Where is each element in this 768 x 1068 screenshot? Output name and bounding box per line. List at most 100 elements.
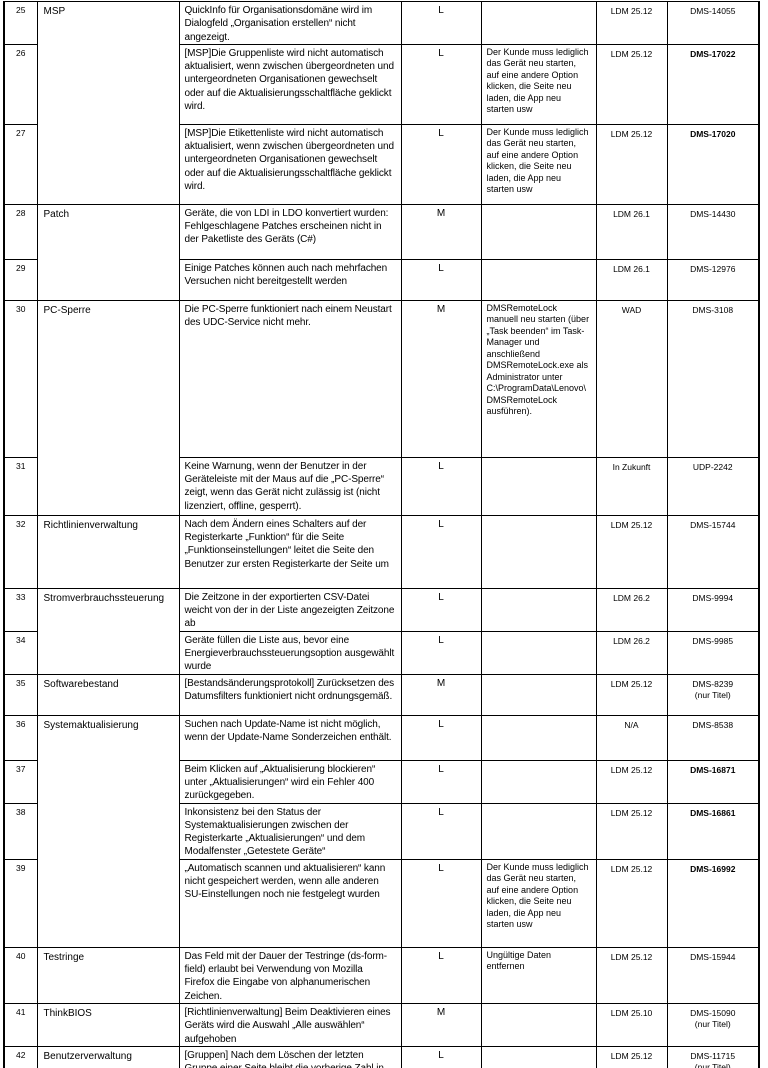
severity-cell: L bbox=[400, 456, 482, 516]
version-cell: LDM 26.2 bbox=[595, 630, 668, 675]
description-cell: Keine Warnung, wenn der Benutzer in der … bbox=[178, 456, 402, 516]
issue-id-cell: UDP-2242 bbox=[666, 456, 760, 516]
severity-cell: M bbox=[400, 299, 482, 458]
version-cell: In Zukunft bbox=[595, 456, 668, 516]
table-row: 38 Inkonsistenz bei den Status der System… bbox=[3, 802, 760, 860]
category-cell: ThinkBIOS bbox=[36, 1002, 180, 1047]
workaround-cell bbox=[480, 514, 597, 589]
issue-id-cell: DMS-8239 (nur Titel) bbox=[666, 673, 760, 716]
issue-id: DMS-15090 bbox=[690, 1007, 736, 1018]
category-cell: MSP bbox=[36, 1, 180, 205]
issue-id-cell: DMS-15944 bbox=[666, 946, 760, 1004]
row-number-cell: 36 bbox=[3, 714, 38, 761]
issue-id: DMS-8239 bbox=[692, 678, 734, 689]
issue-id-cell: DMS-9994 bbox=[666, 587, 760, 632]
issue-id: DMS-3108 bbox=[692, 304, 734, 315]
row-number-cell: 41 bbox=[3, 1002, 38, 1047]
workaround-cell: Der Kunde muss lediglich das Gerät neu s… bbox=[480, 123, 597, 205]
version-cell: N/A bbox=[595, 714, 668, 761]
issue-id-cell: DMS-16992 bbox=[666, 858, 760, 948]
version-cell: LDM 25.12 bbox=[595, 673, 668, 716]
issue-id: UDP-2242 bbox=[692, 461, 733, 472]
workaround-cell bbox=[480, 802, 597, 860]
row-number-cell: 38 bbox=[3, 802, 38, 860]
severity-cell: L bbox=[400, 630, 482, 675]
version-cell: LDM 26.2 bbox=[595, 587, 668, 632]
severity-cell: M bbox=[400, 673, 482, 716]
version-cell: LDM 25.10 bbox=[595, 1002, 668, 1047]
version-cell: LDM 25.12 bbox=[595, 514, 668, 589]
description-cell: Geräte füllen die Liste aus, bevor eine … bbox=[178, 630, 402, 675]
issue-id-note: (nur Titel) bbox=[694, 1018, 731, 1029]
workaround-cell bbox=[480, 456, 597, 516]
severity-cell: M bbox=[400, 1002, 482, 1047]
issue-id-cell: DMS-9985 bbox=[666, 630, 760, 675]
issue-id: DMS-8538 bbox=[692, 719, 734, 730]
row-number-cell: 37 bbox=[3, 759, 38, 804]
table-row: 40 Testringe Das Feld mit der Dauer der Te… bbox=[3, 946, 760, 1004]
row-number-cell: 33 bbox=[3, 587, 38, 632]
row-number-cell: 39 bbox=[3, 858, 38, 948]
issue-id: DMS-11715 bbox=[690, 1050, 736, 1061]
workaround-cell: DMSRemoteLock manuell neu starten (über … bbox=[480, 299, 597, 458]
issue-id-cell: DMS-11715 (nur Titel) bbox=[666, 1045, 760, 1068]
table-row: 28 Patch Geräte, die von LDI in LDO konver… bbox=[3, 203, 760, 301]
issue-id: DMS-17022 bbox=[690, 48, 736, 59]
workaround-cell bbox=[480, 1002, 597, 1047]
table-row: 31 Keine Warnung, wenn der Benutzer in de… bbox=[3, 456, 760, 516]
row-number-cell: 27 bbox=[3, 123, 38, 205]
description-cell: Einige Patches können auch nach mehrfach… bbox=[178, 258, 402, 301]
issue-id: DMS-16871 bbox=[690, 764, 736, 775]
table-row: 42 Benutzerverwaltung [Gruppen] Nach dem L… bbox=[3, 1045, 760, 1068]
table-row: 27 [MSP]Die Etikettenliste wird nicht aut… bbox=[3, 123, 760, 205]
known-issues-table: 25 MSP QuickInfo für Organisationsdomäne w… bbox=[3, 1, 760, 1068]
version-cell: LDM 25.12 bbox=[595, 123, 668, 205]
workaround-cell: Der Kunde muss lediglich das Gerät neu s… bbox=[480, 858, 597, 948]
table-row: 41 ThinkBIOS [Richtlinienverwaltung] Beim … bbox=[3, 1002, 760, 1047]
row-number-cell: 31 bbox=[3, 456, 38, 516]
description-cell: [MSP]Die Etikettenliste wird nicht autom… bbox=[178, 123, 402, 205]
description-cell: Suchen nach Update-Name ist nicht möglic… bbox=[178, 714, 402, 761]
row-number-cell: 35 bbox=[3, 673, 38, 716]
issue-id-cell: DMS-17020 bbox=[666, 123, 760, 205]
table-row: 32 Richtlinienverwaltung Nach dem Ändern e… bbox=[3, 514, 760, 589]
version-cell: WAD bbox=[595, 299, 668, 458]
severity-cell: L bbox=[400, 258, 482, 301]
issue-id-cell: DMS-12976 bbox=[666, 258, 760, 301]
category-cell: Stromverbrauchssteuerung bbox=[36, 587, 180, 675]
issue-id: DMS-16992 bbox=[690, 863, 736, 874]
row-number-cell: 32 bbox=[3, 514, 38, 589]
issue-id-cell: DMS-17022 bbox=[666, 43, 760, 125]
workaround-cell bbox=[480, 203, 597, 260]
workaround-cell bbox=[480, 673, 597, 716]
workaround-cell: Ungültige Daten entfernen bbox=[480, 946, 597, 1004]
table-row: 25 MSP QuickInfo für Organisationsdomäne w… bbox=[3, 1, 760, 205]
issue-id-note: (nur Titel) bbox=[694, 1061, 731, 1068]
category-cell: Richtlinienverwaltung bbox=[36, 514, 180, 589]
issue-id-cell: DMS-3108 bbox=[666, 299, 760, 458]
table-row: 30 PC-Sperre Die PC-Sperre funktioniert na… bbox=[3, 299, 760, 516]
severity-cell: M bbox=[400, 203, 482, 260]
issue-id-cell: DMS-8538 bbox=[666, 714, 760, 761]
version-cell: LDM 25.12 bbox=[595, 43, 668, 125]
severity-cell: L bbox=[400, 946, 482, 1004]
workaround-cell bbox=[480, 1, 597, 45]
severity-cell: L bbox=[400, 1045, 482, 1068]
workaround-cell bbox=[480, 759, 597, 804]
category-cell: Patch bbox=[36, 203, 180, 301]
issue-id-cell: DMS-14430 bbox=[666, 203, 760, 260]
description-cell: Das Feld mit der Dauer der Testringe (ds… bbox=[178, 946, 402, 1004]
row-number-cell: 34 bbox=[3, 630, 38, 675]
workaround-cell bbox=[480, 630, 597, 675]
description-cell: Die PC-Sperre funktioniert nach einem Ne… bbox=[178, 299, 402, 458]
version-cell: LDM 25.12 bbox=[595, 858, 668, 948]
table-row: 29 Einige Patches können auch nach mehrfa… bbox=[3, 258, 760, 301]
severity-cell: L bbox=[400, 514, 482, 589]
issue-id: DMS-12976 bbox=[690, 263, 736, 274]
category-cell: PC-Sperre bbox=[36, 299, 180, 516]
table-row: 36 Systemaktualisierung Suchen nach Update… bbox=[3, 714, 760, 948]
severity-cell: L bbox=[400, 1, 482, 45]
version-cell: LDM 25.12 bbox=[595, 759, 668, 804]
description-cell: Die Zeitzone in der exportierten CSV-Dat… bbox=[178, 587, 402, 632]
